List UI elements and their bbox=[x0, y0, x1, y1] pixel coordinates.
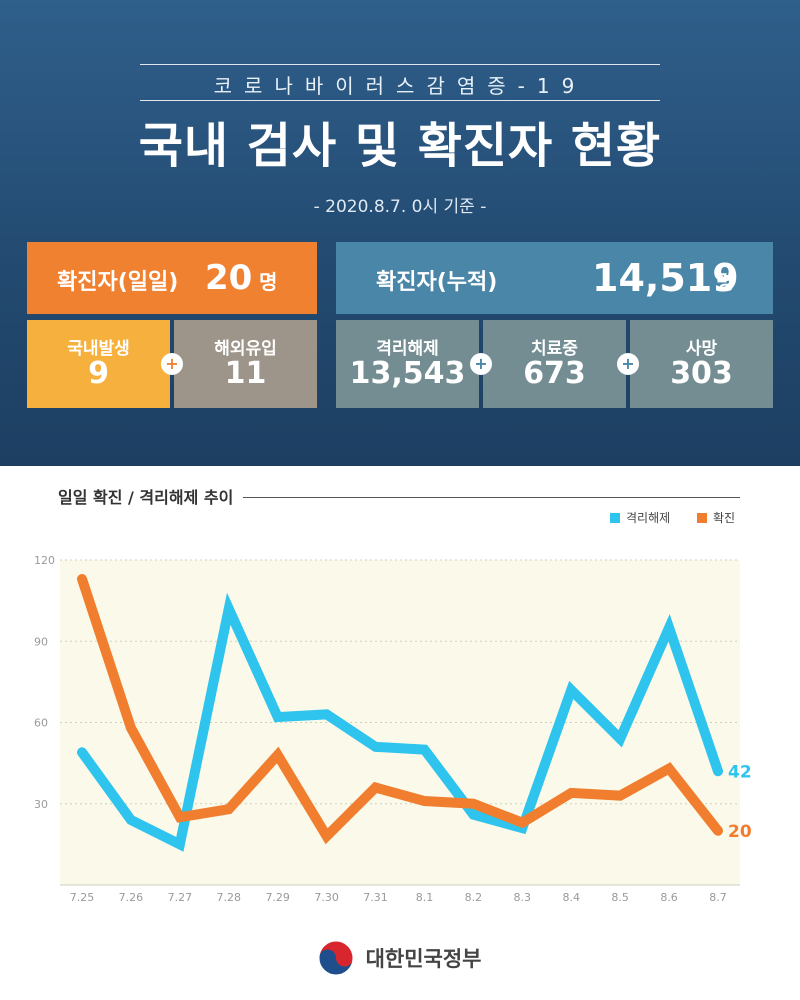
cumulative-confirmed-box: 확진자(누적) 14,519 명 bbox=[336, 242, 773, 314]
basis-date: - 2020.8.7. 0시 기준 - bbox=[313, 197, 487, 217]
x-tick-label: 8.3 bbox=[514, 891, 532, 904]
cumulative-confirmed-unit: 명 bbox=[716, 270, 735, 294]
legend-swatch bbox=[610, 513, 620, 523]
deaths-label: 사망 bbox=[685, 339, 718, 359]
legend-label: 확진 bbox=[713, 511, 735, 525]
x-tick-label: 7.31 bbox=[363, 891, 388, 904]
x-tick-label: 8.7 bbox=[709, 891, 727, 904]
x-tick-label: 7.27 bbox=[168, 891, 193, 904]
y-tick-label: 90 bbox=[34, 635, 48, 648]
released-value: 13,543 bbox=[349, 356, 466, 391]
page-title: 국내 검사 및 확진자 현황 bbox=[138, 118, 662, 174]
x-tick-label: 8.6 bbox=[660, 891, 678, 904]
cumulative-confirmed-value: 14,519 bbox=[592, 256, 739, 300]
overseas-cases-value: 11 bbox=[224, 356, 267, 391]
overseas-cases-box: 해외유입 11 bbox=[174, 320, 317, 408]
government-emblem-icon bbox=[318, 940, 354, 976]
overseas-cases-label: 해외유입 bbox=[214, 339, 277, 359]
in-treatment-value: 673 bbox=[523, 356, 586, 391]
plus-icon: + bbox=[470, 353, 492, 375]
line-chart: 30 60 90 120 7.25 7.26 7.27 7.28 7.29 7.30 7.31 8.1… bbox=[34, 511, 752, 904]
released-box: 격리해제 13,543 bbox=[336, 320, 479, 408]
daily-confirmed-unit: 명 bbox=[259, 270, 278, 294]
deaths-value: 303 bbox=[670, 356, 733, 391]
series-line-confirmed bbox=[77, 573, 723, 845]
legend-label: 격리해제 bbox=[626, 511, 670, 525]
y-tick-label: 120 bbox=[34, 554, 55, 567]
daily-confirmed-value: 20 bbox=[205, 258, 253, 298]
x-tick-label: 8.5 bbox=[611, 891, 629, 904]
series-line-released bbox=[77, 592, 723, 852]
x-tick-label: 7.25 bbox=[70, 891, 95, 904]
x-tick-label: 8.1 bbox=[416, 891, 434, 904]
in-treatment-box: 치료중 673 bbox=[483, 320, 626, 408]
end-value-label: 42 bbox=[728, 762, 752, 782]
footer-text: 대한민국정부 bbox=[365, 947, 482, 971]
x-tick-label: 7.29 bbox=[265, 891, 290, 904]
daily-confirmed-label: 확진자(일일) bbox=[57, 270, 179, 295]
cumulative-confirmed-label: 확진자(누적) bbox=[376, 270, 498, 295]
subtitle-bottom-rule bbox=[140, 100, 660, 101]
chart-title: 일일 확진 / 격리해제 추이 bbox=[58, 484, 244, 508]
subtitle-top-rule bbox=[140, 64, 660, 65]
plus-icon: + bbox=[617, 353, 639, 375]
x-tick-label: 8.4 bbox=[562, 891, 580, 904]
x-tick-label: 7.30 bbox=[314, 891, 339, 904]
x-tick-label: 7.26 bbox=[119, 891, 144, 904]
end-value-label: 20 bbox=[728, 822, 752, 842]
x-tick-label: 7.28 bbox=[217, 891, 242, 904]
released-label: 격리해제 bbox=[376, 339, 439, 359]
in-treatment-label: 치료중 bbox=[531, 339, 578, 359]
domestic-cases-label: 국내발생 bbox=[67, 339, 130, 359]
legend-swatch bbox=[697, 513, 707, 523]
daily-confirmed-box: 확진자(일일) 20 명 bbox=[27, 242, 317, 314]
domestic-cases-value: 9 bbox=[88, 356, 109, 391]
header-banner: 코로나바이러스감염증-19 국내 검사 및 확진자 현황 - 2020.8.7.… bbox=[0, 0, 800, 466]
subtitle: 코로나바이러스감염증-19 bbox=[213, 74, 587, 98]
y-tick-label: 30 bbox=[34, 798, 48, 811]
x-tick-label: 8.2 bbox=[465, 891, 483, 904]
chart-title-rule bbox=[60, 497, 740, 498]
footer: 대한민국정부 bbox=[0, 940, 800, 976]
y-tick-label: 60 bbox=[34, 717, 48, 730]
plus-icon: + bbox=[161, 353, 183, 375]
deaths-box: 사망 303 bbox=[630, 320, 773, 408]
domestic-cases-box: 국내발생 9 bbox=[27, 320, 170, 408]
